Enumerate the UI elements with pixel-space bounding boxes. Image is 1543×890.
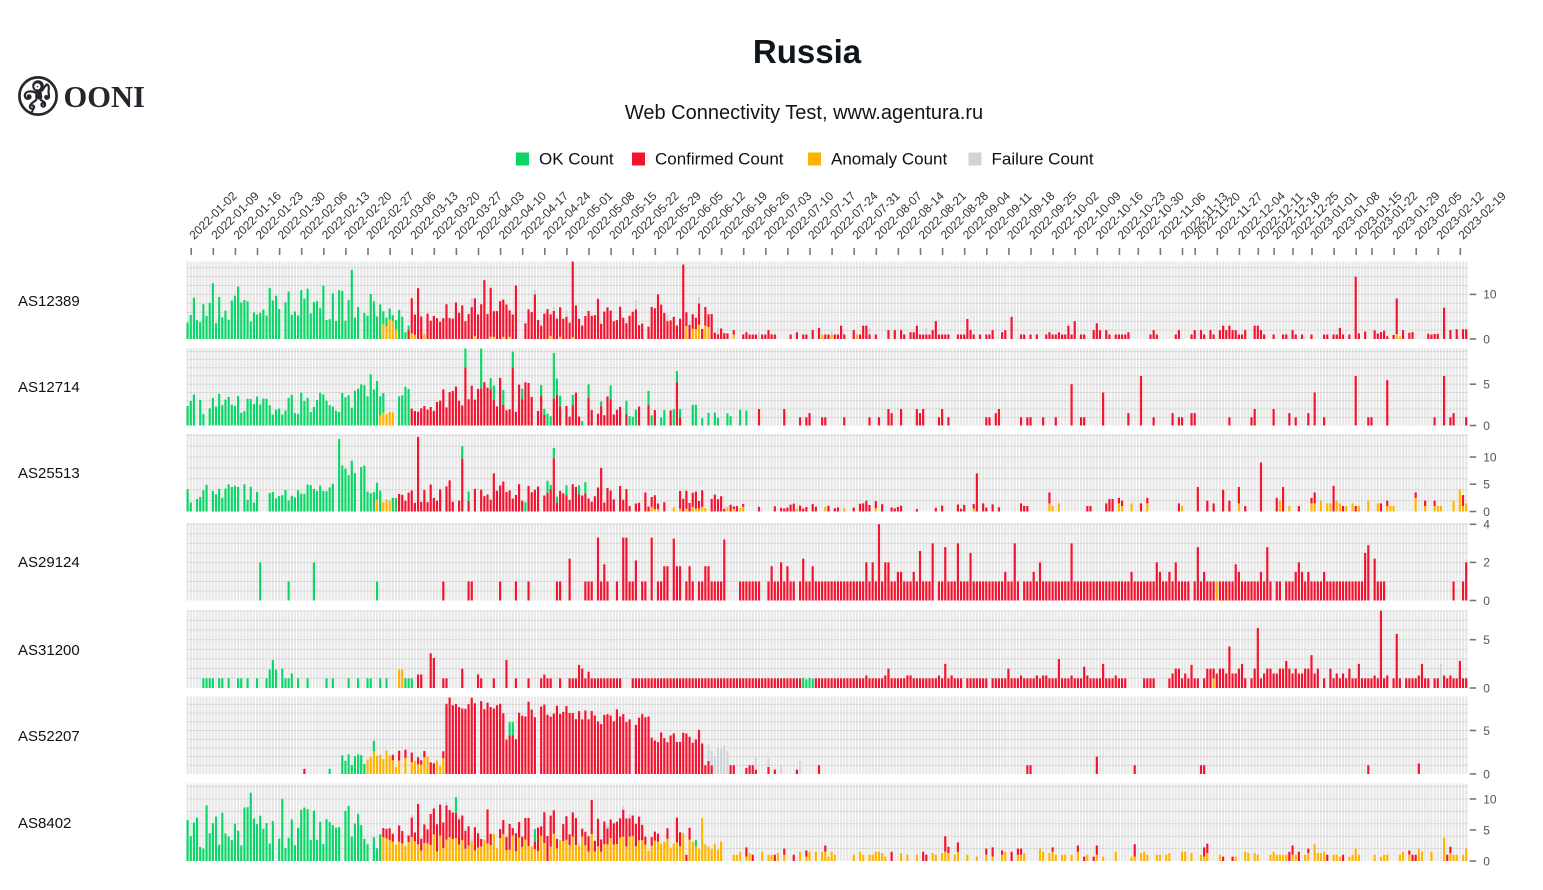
svg-text:0: 0 [1483, 419, 1490, 433]
svg-text:AS8402: AS8402 [18, 815, 71, 832]
svg-text:10: 10 [1483, 288, 1497, 302]
svg-text:AS29124: AS29124 [18, 554, 80, 571]
svg-text:AS25513: AS25513 [18, 465, 80, 482]
svg-text:10: 10 [1483, 792, 1497, 806]
svg-text:AS52207: AS52207 [18, 728, 80, 745]
svg-text:AS12389: AS12389 [18, 293, 80, 310]
svg-text:4: 4 [1483, 518, 1490, 532]
svg-text:0: 0 [1483, 854, 1490, 868]
svg-text:0: 0 [1483, 332, 1490, 346]
svg-text:0: 0 [1483, 505, 1490, 519]
svg-text:AS31200: AS31200 [18, 642, 80, 659]
svg-text:10: 10 [1483, 450, 1497, 464]
svg-text:5: 5 [1483, 478, 1490, 492]
svg-text:Russia: Russia [753, 33, 862, 70]
svg-text:5: 5 [1483, 823, 1490, 837]
svg-text:0: 0 [1483, 767, 1490, 781]
svg-text:Anomaly Count: Anomaly Count [831, 150, 948, 169]
svg-text:OONI: OONI [64, 80, 145, 114]
svg-text:AS12714: AS12714 [18, 379, 80, 396]
svg-text:0: 0 [1483, 594, 1490, 608]
svg-text:5: 5 [1483, 724, 1490, 738]
svg-text:0: 0 [1483, 681, 1490, 695]
svg-text:2: 2 [1483, 556, 1490, 570]
svg-text:Failure Count: Failure Count [992, 150, 1094, 169]
svg-text:Confirmed Count: Confirmed Count [655, 150, 784, 169]
svg-text:5: 5 [1483, 378, 1490, 392]
svg-text:5: 5 [1483, 633, 1490, 647]
svg-text:OK Count: OK Count [539, 150, 614, 169]
svg-text:Web Connectivity Test, www.age: Web Connectivity Test, www.agentura.ru [625, 102, 983, 124]
